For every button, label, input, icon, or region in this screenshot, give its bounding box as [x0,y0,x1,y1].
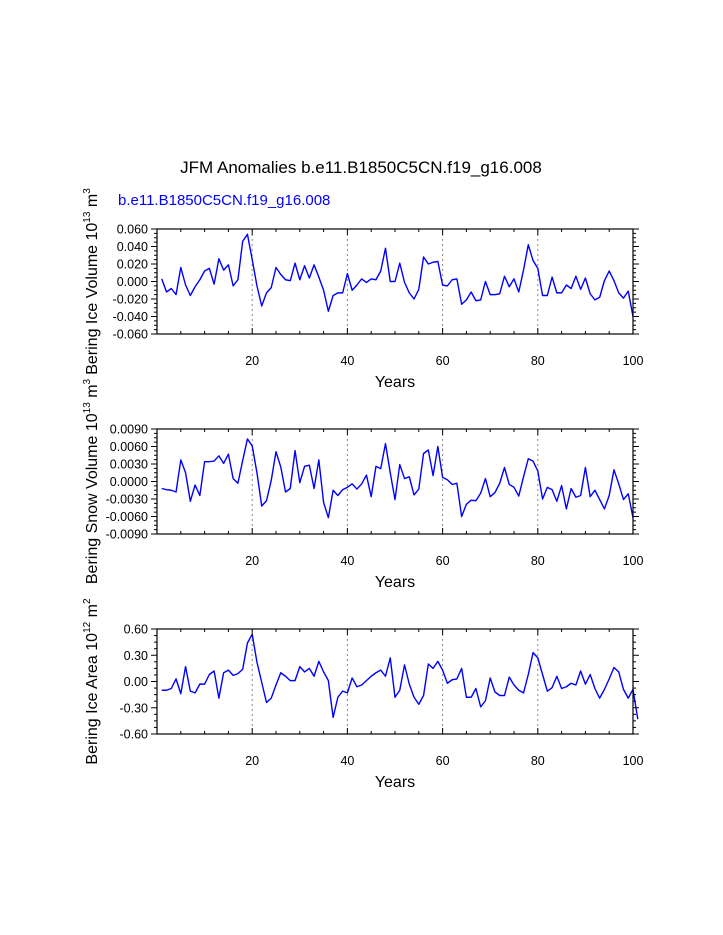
y-tick-label: 0.040 [117,240,148,254]
y-axis-label-superscript: 2 [82,598,93,604]
y-axis-label: Bering Snow Volume 1013 m3 [82,378,101,584]
x-tick-label: 100 [623,354,644,368]
y-tick-label: 0.60 [124,623,148,637]
x-tick-label: 80 [531,754,545,768]
y-axis-label-part: m [84,604,101,622]
x-axis-label: Years [375,374,415,391]
y-tick-label: 0.0060 [110,440,148,454]
y-tick-label: -0.60 [120,728,149,742]
x-tick-label: 100 [623,554,644,568]
x-tick-label: 100 [623,754,644,768]
y-tick-label: -0.0060 [106,510,148,524]
y-axis-label-part: Bering Ice Area 10 [84,633,101,765]
x-tick-label: 80 [531,554,545,568]
x-axis-label: Years [375,574,415,591]
plot-frame [156,428,634,535]
y-tick-label: 0.0000 [110,475,148,489]
series-line [161,233,634,317]
y-tick-label: 0.0090 [110,423,148,437]
y-tick-label: -0.020 [113,293,148,307]
x-tick-label: 40 [340,754,354,768]
x-tick-label: 80 [531,354,545,368]
y-axis-label-superscript: 13 [82,211,93,223]
y-tick-label: 0.000 [117,275,148,289]
y-axis-label-superscript: 13 [82,402,93,414]
chart-panel-1: -0.060 -0.040 -0.020 0.000 0.020 0.040 0.060 20… [82,188,643,391]
y-tick-label: 0.00 [124,675,148,689]
y-axis-label-part: m [84,384,101,402]
chart-panel-3: -0.60 -0.30 0.00 0.30 0.60 20 40 60 80 100 Years Be… [82,598,643,791]
chart-panel-2: -0.0090 -0.0060 -0.0030 0.0000 0.0030 0.0060 0… [82,378,643,591]
x-axis-label: Years [375,774,415,791]
y-tick-label: -0.0030 [106,493,148,507]
y-tick-label: -0.060 [113,328,148,342]
x-tick-label: 60 [436,354,450,368]
y-axis-label-part: Bering Snow Volume 10 [84,413,101,584]
y-tick-label: -0.30 [120,701,149,715]
x-tick-label: 20 [245,754,259,768]
y-tick-label: -0.040 [113,310,148,324]
y-axis-label-superscript: 3 [82,188,93,194]
y-tick-label: 0.060 [117,223,148,237]
legend-label: b.e11.B1850C5CN.f19_g16.008 [118,192,330,209]
y-tick-label: -0.0090 [106,528,148,542]
x-tick-label: 40 [340,354,354,368]
series-line [161,438,634,519]
y-tick-label: 0.0030 [110,458,148,472]
y-axis-label: Bering Ice Volume 1013 m3 [82,188,101,375]
x-tick-label: 20 [245,354,259,368]
y-tick-label: 0.020 [117,258,148,272]
x-tick-label: 60 [436,754,450,768]
page-title: JFM Anomalies b.e11.B1850C5CN.f19_g16.00… [180,158,542,177]
series-line [161,633,639,720]
y-axis-label-part: m [84,194,101,212]
x-tick-label: 20 [245,554,259,568]
plot-frame [156,628,634,735]
panels: -0.060-0.040-0.0200.0000.0200.0400.06020… [82,188,643,791]
y-tick-label: 0.30 [124,649,148,663]
y-axis-label: Bering Ice Area 1012 m2 [82,598,101,765]
y-axis-label-superscript: 12 [82,621,93,633]
y-axis-label-part: Bering Ice Volume 10 [84,223,101,375]
y-axis-label-superscript: 3 [82,378,93,384]
x-tick-label: 40 [340,554,354,568]
x-tick-label: 60 [436,554,450,568]
